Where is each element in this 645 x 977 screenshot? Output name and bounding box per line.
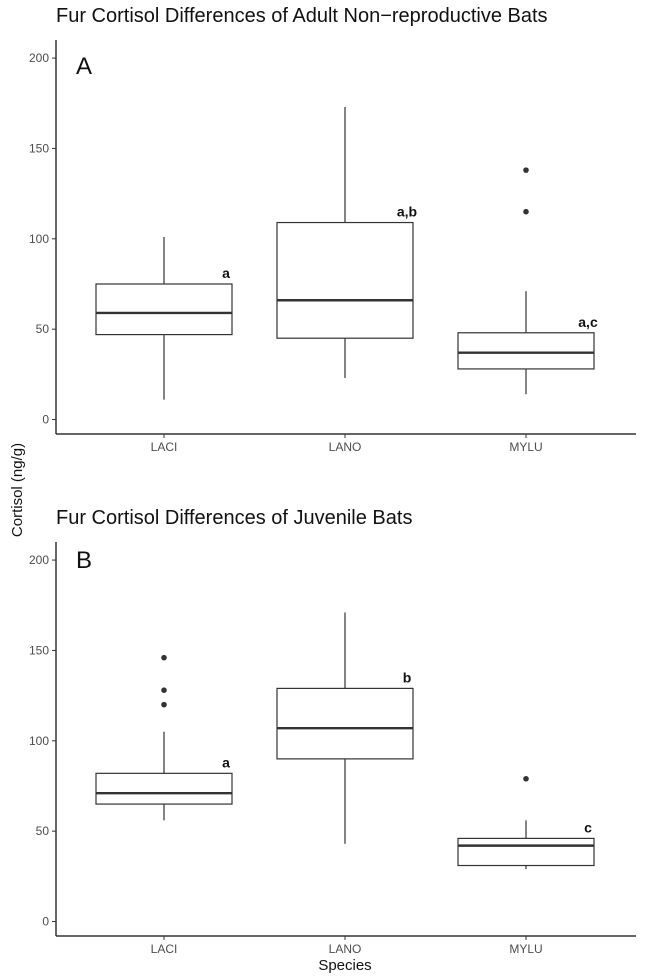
outlier-point bbox=[523, 208, 529, 215]
outlier-point bbox=[523, 167, 529, 173]
significance-letter: c bbox=[584, 819, 592, 835]
outlier-point bbox=[523, 775, 529, 782]
x-tick-label: LACI bbox=[151, 942, 178, 956]
iqr-box bbox=[457, 837, 595, 867]
chart-title: Fur Cortisol Differences of Juvenile Bat… bbox=[56, 507, 412, 529]
y-tick-label: 100 bbox=[29, 232, 49, 246]
outlier-point bbox=[161, 654, 167, 661]
panel-a: Fur Cortisol Differences of Adult Non−re… bbox=[29, 5, 636, 454]
y-tick-label: 150 bbox=[29, 643, 49, 657]
significance-letter: a bbox=[222, 754, 230, 770]
iqr-box bbox=[276, 221, 414, 339]
y-tick-label: 50 bbox=[36, 322, 50, 336]
significance-letter: a,b bbox=[397, 204, 417, 220]
outlier-point bbox=[161, 687, 167, 694]
outlier-point bbox=[161, 701, 167, 708]
x-tick-label: LACI bbox=[151, 440, 178, 454]
x-axis-title: Species bbox=[318, 957, 371, 974]
x-tick-label: MYLU bbox=[509, 440, 542, 454]
y-tick-label: 200 bbox=[29, 553, 49, 567]
y-tick-label: 0 bbox=[42, 915, 49, 929]
panel-label: A bbox=[76, 53, 92, 80]
x-tick-label: LANO bbox=[329, 942, 362, 956]
iqr-box bbox=[95, 283, 233, 336]
significance-letter: b bbox=[403, 669, 412, 685]
x-tick-label: LANO bbox=[329, 440, 362, 454]
y-tick-label: 50 bbox=[36, 824, 50, 838]
x-tick-label: MYLU bbox=[509, 942, 542, 956]
y-axis-title: Cortisol (ng/g) bbox=[9, 443, 26, 537]
y-tick-label: 150 bbox=[29, 141, 49, 155]
iqr-box bbox=[276, 687, 414, 760]
iqr-box bbox=[95, 772, 233, 805]
y-tick-label: 100 bbox=[29, 734, 49, 748]
significance-letter: a,c bbox=[578, 314, 598, 330]
y-tick-label: 0 bbox=[42, 413, 49, 427]
iqr-box bbox=[457, 332, 595, 370]
panel-label: B bbox=[76, 547, 92, 574]
y-tick-label: 200 bbox=[29, 51, 49, 65]
chart-title: Fur Cortisol Differences of Adult Non−re… bbox=[56, 5, 548, 27]
panel-b: Fur Cortisol Differences of Juvenile Bat… bbox=[29, 507, 636, 956]
significance-letter: a bbox=[222, 265, 230, 281]
